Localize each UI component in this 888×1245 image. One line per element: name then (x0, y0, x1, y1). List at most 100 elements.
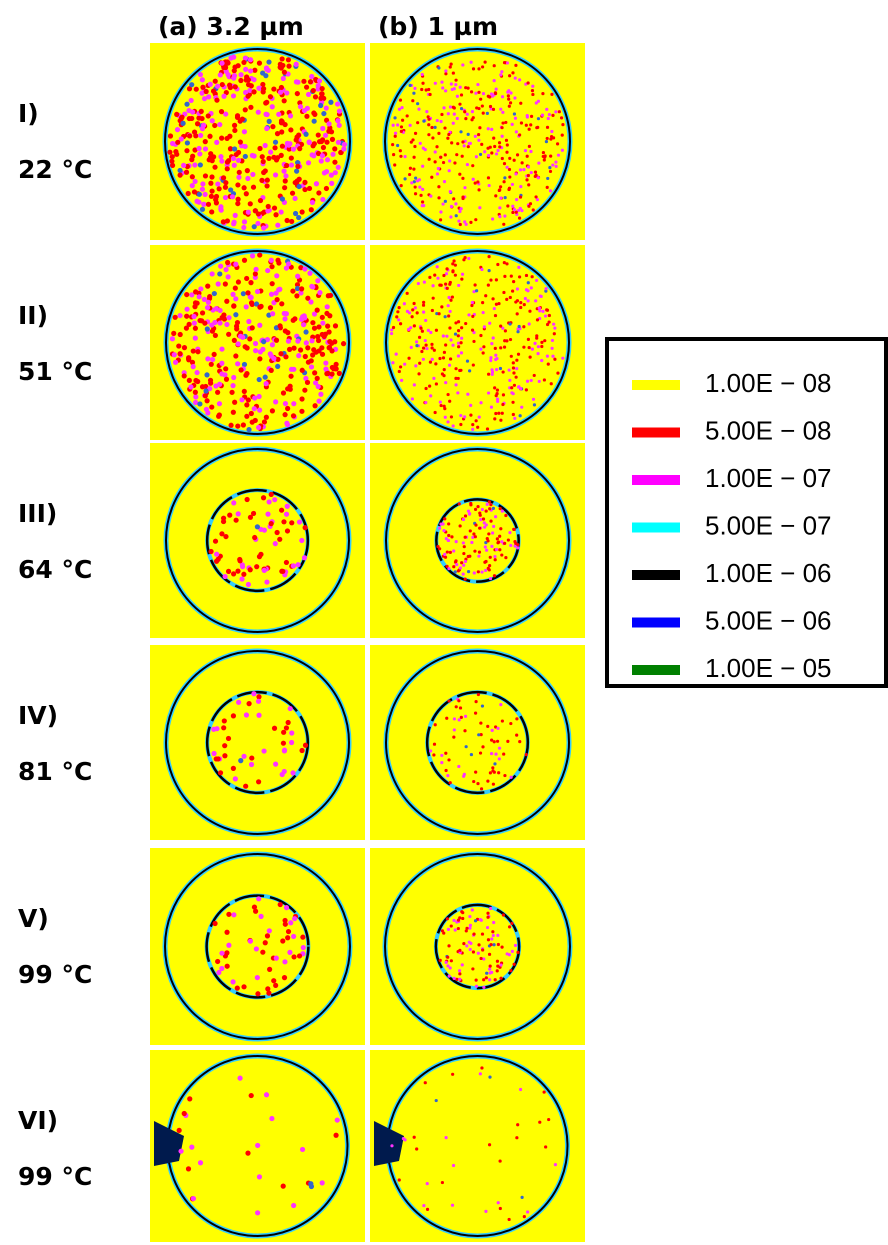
map-speck (434, 1098, 438, 1103)
map-speck (437, 196, 441, 200)
map-speck (241, 129, 248, 135)
map-speck (488, 507, 492, 511)
map-speck (477, 943, 481, 947)
map-speck (510, 289, 515, 293)
map-speck (296, 519, 303, 525)
map-speck (547, 313, 551, 318)
map-speck (513, 416, 517, 420)
map-speck (460, 154, 464, 158)
map-speck (476, 781, 480, 786)
map-speck (537, 306, 541, 310)
map-speck (523, 149, 528, 153)
map-speck (443, 153, 447, 157)
map-speck (531, 92, 535, 97)
map-speck (493, 346, 497, 350)
map-speck (444, 960, 448, 965)
map-speck (210, 88, 217, 94)
map-speck (495, 739, 500, 743)
map-speck (297, 146, 303, 152)
map-speck (319, 91, 325, 97)
map-speck (280, 740, 287, 746)
map-speck (488, 964, 492, 968)
dark-spot (374, 1121, 404, 1166)
map-speck (207, 133, 213, 139)
map-speck (265, 511, 271, 517)
map-speck (298, 265, 304, 271)
map-speck (481, 310, 485, 315)
map-speck (481, 111, 485, 115)
map-speck (224, 159, 231, 165)
map-speck (209, 174, 215, 180)
map-speck (420, 200, 425, 204)
map-speck (295, 562, 301, 568)
map-speck (412, 155, 416, 159)
map-speck (469, 90, 474, 94)
map-speck (468, 141, 472, 145)
map-speck (500, 70, 504, 74)
map-speck (184, 148, 190, 154)
map-speck (498, 1159, 502, 1163)
map-speck (479, 333, 483, 338)
map-speck (490, 342, 494, 346)
map-speck (299, 537, 305, 544)
map-speck (197, 401, 203, 407)
map-speck (292, 210, 299, 217)
map-speck (530, 275, 534, 279)
map-speck (515, 1136, 519, 1140)
map-speck (449, 215, 453, 219)
map-speck (318, 391, 324, 397)
map-speck (546, 362, 550, 366)
map-speck (520, 161, 524, 165)
map-speck (434, 382, 438, 386)
map-speck (496, 399, 500, 403)
map-speck (252, 395, 258, 401)
map-speck (496, 1201, 500, 1205)
map-speck (462, 941, 466, 946)
map-speck (316, 398, 322, 404)
map-speck (264, 177, 270, 183)
map-speck (211, 351, 217, 358)
map-speck (457, 502, 461, 506)
map-speck (489, 405, 494, 409)
map-speck (315, 278, 321, 284)
map-speck (189, 82, 195, 88)
map-speck (497, 771, 501, 775)
map-speck (448, 399, 452, 403)
map-speck (215, 958, 221, 965)
map-speck (320, 320, 326, 326)
map-speck (311, 347, 317, 353)
map-speck (454, 214, 458, 218)
map-speck (454, 78, 458, 82)
map-speck (496, 726, 500, 730)
map-speck (209, 209, 215, 215)
map-speck (497, 301, 501, 306)
legend-label: 1.00E − 07 (705, 463, 832, 493)
map-speck (232, 212, 238, 218)
map-speck (320, 125, 326, 132)
map-speck (394, 352, 398, 356)
map-speck (535, 198, 540, 202)
map-speck (415, 311, 419, 315)
map-speck (485, 427, 490, 431)
map-speck (263, 1092, 270, 1098)
map-speck (241, 984, 247, 990)
map-speck (556, 153, 561, 157)
map-speck (410, 315, 414, 319)
map-speck (395, 315, 399, 319)
map-speck (466, 569, 471, 574)
map-speck (202, 173, 209, 179)
map-speck (555, 142, 560, 146)
map-speck (284, 528, 291, 534)
map-speck (219, 81, 225, 88)
map-speck (512, 208, 517, 212)
map-speck (481, 92, 486, 96)
map-speck (477, 733, 481, 737)
map-speck (518, 78, 522, 82)
map-speck (446, 420, 450, 424)
map-speck (235, 423, 241, 429)
legend-swatch (632, 475, 680, 485)
map-speck (500, 126, 504, 130)
map-speck (523, 296, 527, 301)
map-speck (473, 134, 477, 138)
map-speck (452, 197, 456, 201)
